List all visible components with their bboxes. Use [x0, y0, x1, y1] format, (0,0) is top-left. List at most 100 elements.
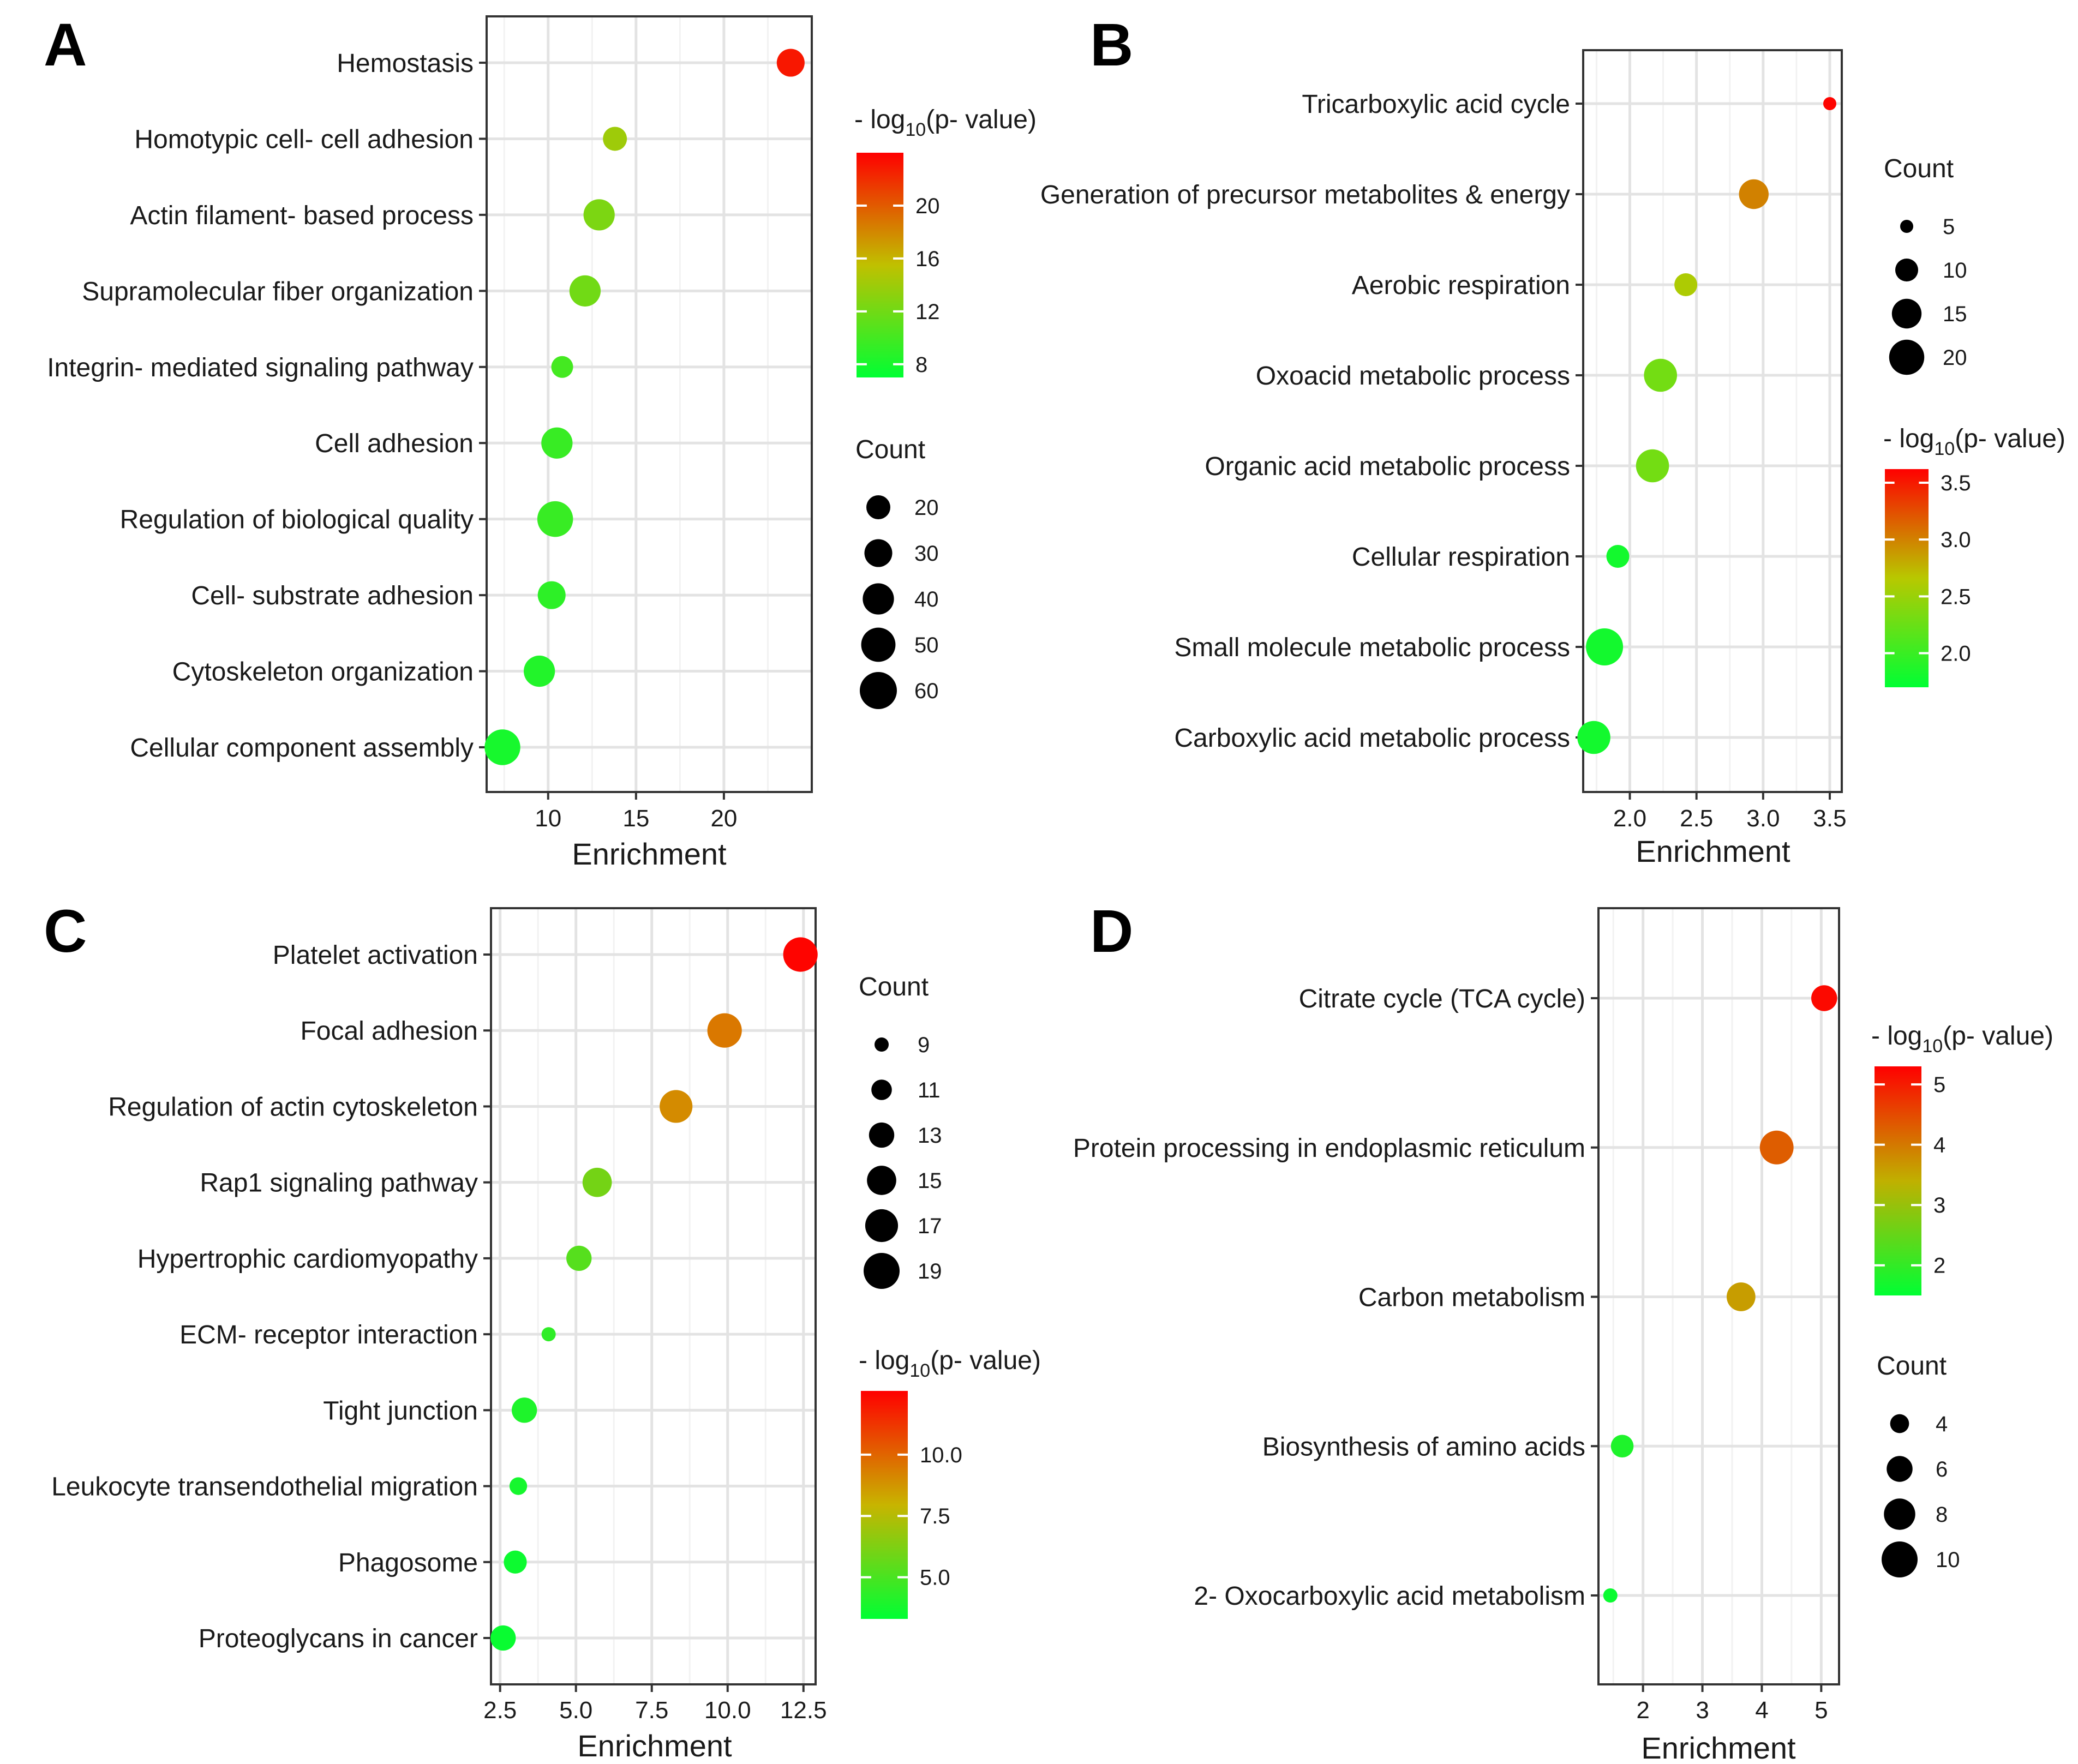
y-tick-label: Hypertrophic cardiomyopathy: [137, 1245, 478, 1274]
y-tick-label: Focal adhesion: [300, 1017, 478, 1046]
colorbar-tick-label: 12: [915, 300, 940, 324]
size-legend-dot: [863, 583, 894, 615]
x-axis-label: Enrichment: [577, 1729, 732, 1763]
data-point: [1759, 1130, 1794, 1165]
size-legend-dot: [860, 672, 897, 709]
data-point: [1636, 449, 1669, 483]
x-tick-label: 2: [1636, 1697, 1649, 1724]
colorbar-tick-label: 3: [1933, 1193, 1945, 1217]
size-legend-label: 13: [918, 1124, 942, 1148]
data-point: [524, 655, 555, 687]
data-point: [537, 581, 566, 609]
data-point: [603, 127, 627, 151]
y-tick-label: Supramolecular fiber organization: [82, 277, 474, 306]
colorbar-title-suffix: (p- value): [1955, 424, 2065, 453]
x-tick-label: 5.0: [559, 1697, 592, 1724]
data-point: [1739, 179, 1769, 209]
plot-area: [491, 908, 816, 1684]
y-tick-label: Phagosome: [338, 1549, 478, 1577]
data-point: [541, 427, 573, 459]
x-axis-label: Enrichment: [1641, 1731, 1796, 1764]
data-point: [1577, 721, 1610, 754]
x-tick-label: 7.5: [635, 1697, 668, 1724]
colorbar-tick-label: 3.5: [1941, 471, 1971, 495]
data-point: [660, 1090, 693, 1123]
data-point: [566, 1245, 592, 1271]
colorbar-title-suffix: (p- value): [926, 105, 1037, 134]
x-tick-label: 3: [1696, 1697, 1709, 1724]
y-tick-label: Generation of precursor metabolites & en…: [1040, 181, 1570, 209]
x-axis-label: Enrichment: [572, 837, 727, 871]
data-point: [1674, 273, 1698, 297]
y-tick-label: Protein processing in endoplasmic reticu…: [1073, 1134, 1585, 1163]
y-tick-label: Regulation of biological quality: [120, 506, 474, 535]
data-point: [1823, 97, 1837, 110]
colorbar-tick-label: 10.0: [920, 1443, 962, 1467]
size-legend-dot: [871, 1079, 892, 1100]
plot-border: [486, 15, 813, 793]
size-legend-label: 10: [1943, 259, 1967, 283]
colorbar-title-prefix: - log: [854, 105, 905, 134]
colorbar-tick-label: 2.5: [1941, 585, 1971, 609]
size-legend-label: 4: [1936, 1412, 1948, 1436]
y-tick-label: Cytoskeleton organization: [172, 658, 474, 687]
y-tick-label: Proteoglycans in cancer: [199, 1624, 478, 1653]
data-point: [551, 356, 573, 378]
size-legend-dot: [1900, 220, 1913, 233]
size-legend-dot: [869, 1122, 895, 1148]
size-legend-title: Count: [855, 435, 925, 464]
size-legend-dot: [1895, 258, 1919, 282]
x-tick-label: 20: [710, 805, 737, 832]
panel-b: B Tricarboxylic acid cycle Generation of p…: [1040, 11, 2065, 868]
size-legend-title: Count: [859, 973, 929, 1001]
y-tick-label: Biosynthesis of amino acids: [1262, 1432, 1585, 1461]
data-point: [583, 199, 615, 231]
data-point: [1726, 1282, 1756, 1311]
colorbar-tick-label: 20: [915, 194, 940, 218]
plot-border: [1582, 49, 1843, 793]
size-legend-label: 5: [1943, 215, 1955, 239]
data-point: [490, 1625, 516, 1651]
plot-area: [1583, 50, 1842, 792]
data-point: [1606, 544, 1630, 568]
x-axis-label: Enrichment: [1636, 834, 1790, 868]
y-tick-label: Oxoacid metabolic process: [1256, 362, 1570, 391]
size-legend-dot: [864, 539, 893, 567]
size-legend-label: 6: [1936, 1457, 1948, 1481]
size-legend-label: 8: [1936, 1503, 1948, 1527]
size-legend-dot: [1890, 1414, 1909, 1433]
size-legend-label: 20: [1943, 346, 1967, 370]
size-legend-dot: [867, 1166, 896, 1195]
data-point: [1811, 985, 1837, 1011]
data-point: [511, 1397, 537, 1423]
y-tick-label: Regulation of actin cytoskeleton: [108, 1093, 478, 1121]
size-legend-label: 30: [914, 542, 939, 566]
colorbar: [1875, 1066, 1921, 1295]
colorbar-title-prefix: - log: [859, 1346, 909, 1375]
data-point: [1603, 1588, 1618, 1603]
x-tick-label: 3.0: [1746, 805, 1780, 832]
y-tick-label: Citrate cycle (TCA cycle): [1299, 985, 1585, 1013]
x-tick-label: 2.5: [483, 1697, 517, 1724]
panel-letter: C: [44, 898, 87, 965]
size-legend-dot: [1882, 1541, 1918, 1577]
y-tick-label: Aerobic respiration: [1352, 271, 1570, 300]
x-tick-label: 15: [622, 805, 649, 832]
data-point: [569, 275, 601, 307]
colorbar-title: - log10(p- value): [1871, 1022, 2053, 1057]
y-tick-label: Cellular respiration: [1352, 543, 1570, 572]
size-legend-dot: [875, 1037, 889, 1052]
panel-letter: B: [1090, 11, 1133, 79]
colorbar-tick-label: 7.5: [920, 1504, 950, 1528]
data-point: [537, 501, 573, 537]
colorbar-title-suffix: (p- value): [930, 1346, 1041, 1375]
y-tick-label: Actin filament- based process: [130, 201, 474, 230]
y-tick-label: Hemostasis: [337, 49, 474, 78]
y-tick-label: ECM- receptor interaction: [179, 1321, 478, 1349]
colorbar-tick-label: 2.0: [1941, 642, 1971, 666]
x-tick-label: 10: [535, 805, 561, 832]
x-tick-label: 2.5: [1680, 805, 1713, 832]
data-point: [504, 1550, 527, 1574]
y-tick-label: Carboxylic acid metabolic process: [1174, 724, 1570, 753]
size-legend-label: 11: [918, 1078, 941, 1102]
